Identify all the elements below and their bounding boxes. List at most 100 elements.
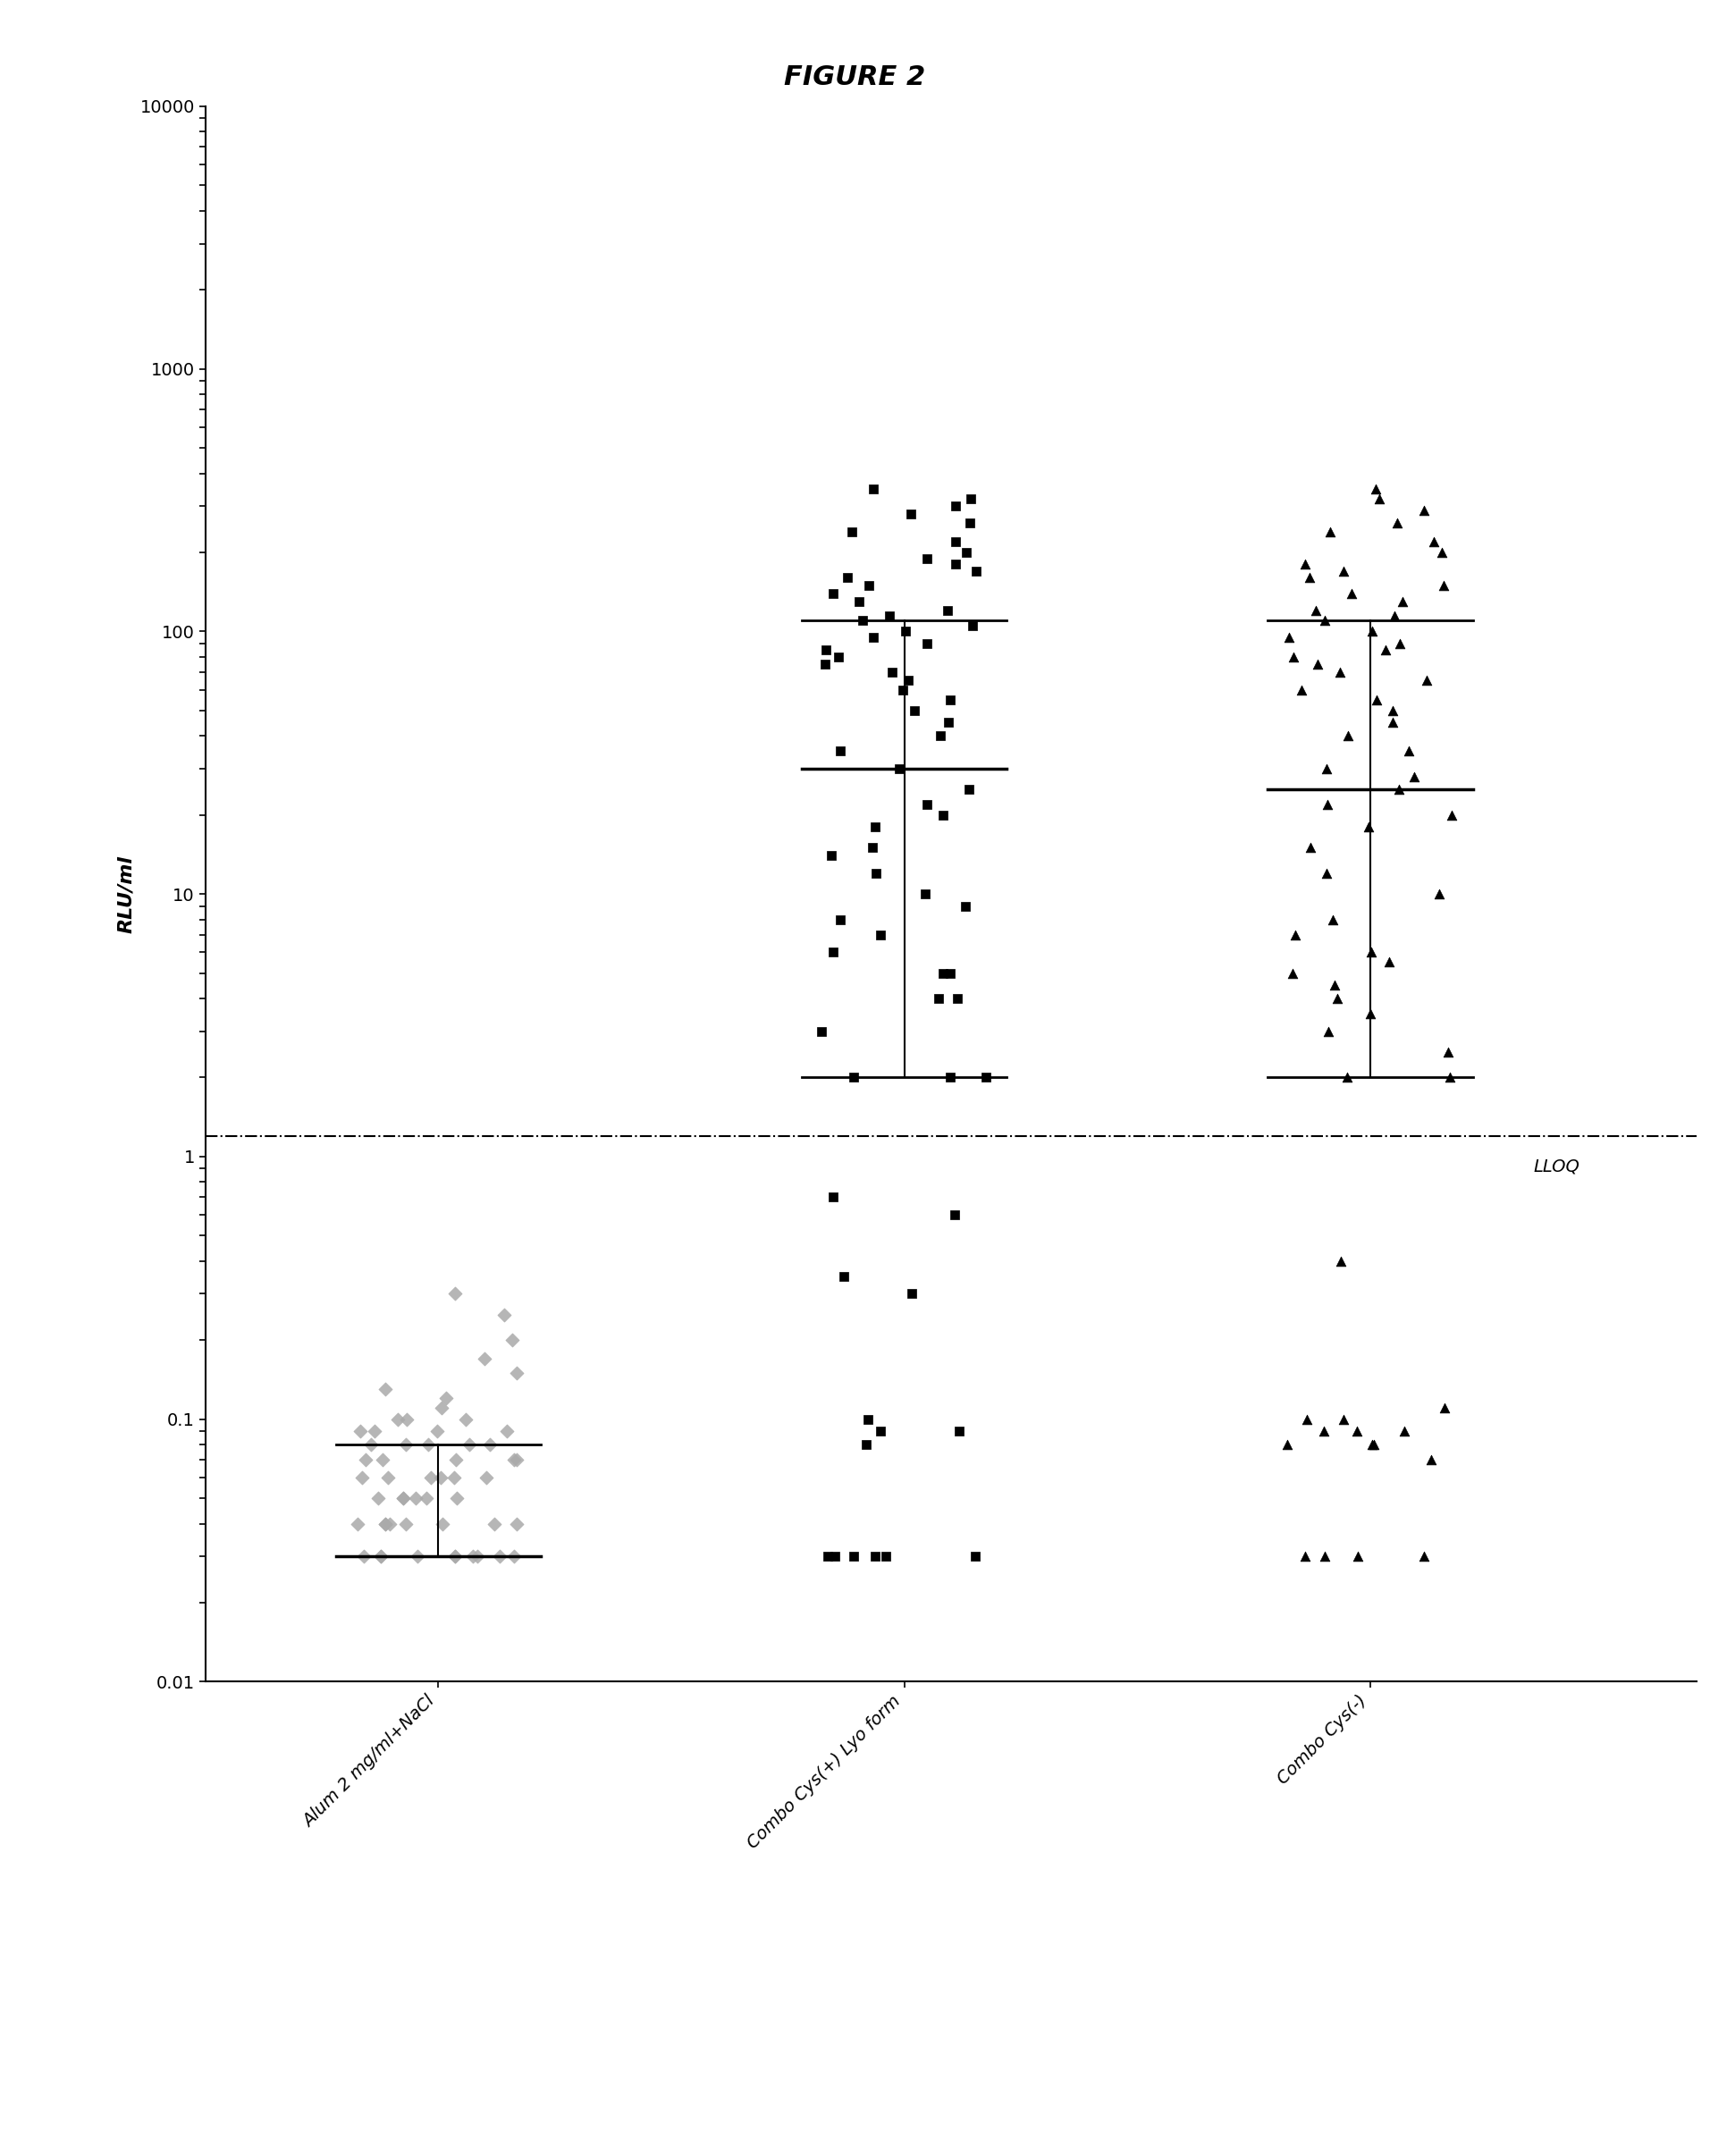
- Point: [1395, 733, 1423, 768]
- Point: [872, 1539, 899, 1574]
- Point: [935, 683, 963, 718]
- Point: [942, 489, 970, 524]
- Point: [1327, 1244, 1354, 1279]
- Point: [929, 798, 956, 832]
- Point: [826, 901, 853, 936]
- Point: [503, 1507, 530, 1542]
- Point: [963, 554, 990, 589]
- Point: [1334, 1061, 1361, 1095]
- Y-axis label: RLU/ml: RLU/ml: [116, 856, 135, 934]
- Point: [879, 655, 906, 690]
- Point: [845, 584, 872, 619]
- Point: [428, 1460, 455, 1494]
- Point: [1390, 1414, 1418, 1449]
- Point: [929, 955, 956, 990]
- Point: [1291, 1539, 1318, 1574]
- Point: [959, 608, 987, 642]
- Point: [942, 548, 970, 582]
- Point: [371, 1507, 398, 1542]
- Point: [831, 1259, 858, 1294]
- Point: [392, 1507, 419, 1542]
- Point: [1298, 830, 1325, 865]
- Point: [817, 839, 845, 873]
- Point: [463, 1539, 491, 1574]
- Point: [498, 1324, 525, 1358]
- Point: [1383, 505, 1411, 539]
- Point: [925, 981, 952, 1015]
- Point: [470, 1341, 498, 1376]
- Point: [371, 1371, 398, 1406]
- Point: [876, 597, 903, 632]
- Point: [812, 632, 840, 666]
- Point: [441, 1539, 469, 1574]
- Point: [492, 1414, 520, 1449]
- Point: [819, 576, 846, 610]
- Point: [1312, 604, 1339, 638]
- Point: [858, 830, 886, 865]
- Point: [913, 787, 941, 821]
- Point: [840, 1061, 867, 1095]
- Point: [455, 1427, 482, 1462]
- Point: [848, 604, 876, 638]
- Point: [1317, 515, 1344, 550]
- Point: [374, 1460, 402, 1494]
- Point: [862, 856, 889, 890]
- Point: [1361, 472, 1389, 507]
- Point: [893, 614, 920, 649]
- Point: [481, 1507, 508, 1542]
- Point: [352, 1442, 380, 1477]
- Point: [886, 752, 913, 787]
- Point: [351, 1539, 378, 1574]
- Point: [1354, 811, 1382, 845]
- Point: [811, 647, 838, 681]
- Point: [934, 593, 961, 627]
- Point: [1359, 1427, 1387, 1462]
- Point: [368, 1539, 395, 1574]
- Point: [819, 1179, 846, 1214]
- Point: [1431, 1391, 1459, 1425]
- Point: [417, 1460, 445, 1494]
- Point: [1291, 548, 1318, 582]
- Point: [503, 1442, 530, 1477]
- Point: [956, 505, 983, 539]
- Point: [1436, 1061, 1464, 1095]
- Point: [894, 664, 922, 699]
- Point: [834, 561, 862, 595]
- Point: [1363, 683, 1390, 718]
- Point: [1378, 694, 1406, 729]
- Point: [1344, 1539, 1371, 1574]
- Point: [1359, 614, 1387, 649]
- Point: [1387, 625, 1414, 660]
- Point: [937, 1061, 964, 1095]
- Point: [1330, 554, 1358, 589]
- Text: FIGURE 2: FIGURE 2: [785, 65, 925, 91]
- Point: [1279, 955, 1306, 990]
- Point: [852, 1427, 879, 1462]
- Point: [807, 1013, 834, 1048]
- Point: [1320, 968, 1347, 1003]
- Point: [477, 1427, 504, 1462]
- Point: [472, 1460, 499, 1494]
- Point: [414, 1481, 441, 1516]
- Point: [1313, 752, 1341, 787]
- Point: [1276, 621, 1303, 655]
- Point: [361, 1414, 388, 1449]
- Point: [402, 1481, 429, 1516]
- Point: [944, 981, 971, 1015]
- Point: [1337, 576, 1365, 610]
- Point: [368, 1539, 395, 1574]
- Point: [862, 1539, 889, 1574]
- Point: [1342, 1414, 1370, 1449]
- Point: [1356, 996, 1383, 1031]
- Point: [376, 1507, 404, 1542]
- Point: [428, 1391, 455, 1425]
- Point: [1366, 481, 1394, 515]
- Point: [934, 705, 961, 740]
- Point: [441, 1276, 469, 1311]
- Point: [821, 1539, 848, 1574]
- Point: [911, 877, 939, 912]
- Point: [1301, 593, 1329, 627]
- Point: [840, 1539, 867, 1574]
- Point: [956, 772, 983, 806]
- Point: [371, 1507, 398, 1542]
